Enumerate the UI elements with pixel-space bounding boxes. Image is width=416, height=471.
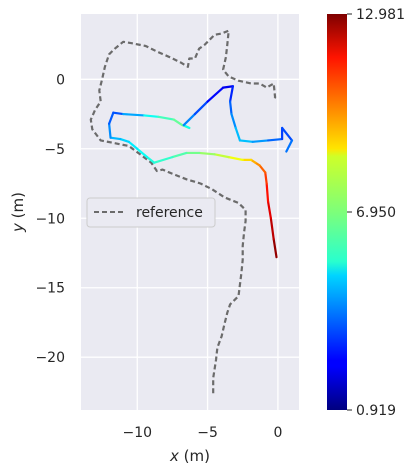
trajectory-segment: [281, 126, 294, 142]
y-tick-label: −5: [44, 142, 65, 158]
trajectory-segment: [122, 112, 146, 117]
colorbar-ticks: 12.981 6.950 0.919: [347, 7, 405, 419]
trajectory-segment: [153, 156, 174, 164]
trajectory-segment: [172, 118, 184, 127]
x-axis-label: x (m): [169, 447, 210, 465]
reference-trajectory: [89, 29, 277, 394]
colorbar-tick-label: 6.950: [356, 205, 396, 221]
colorbar-tick-label: 0.919: [356, 403, 396, 419]
trajectory-segment: [108, 122, 112, 139]
y-tick-label: 0: [56, 72, 65, 88]
x-tick-label: −10: [122, 425, 152, 441]
reference-line: [89, 29, 277, 394]
trajectory-segment: [193, 100, 209, 116]
trajectory-segment: [198, 151, 216, 156]
trajectory-segment: [119, 137, 130, 143]
trajectory-segment: [146, 156, 156, 164]
y-tick-label: −20: [35, 350, 65, 366]
trajectory-segment: [251, 139, 270, 143]
trajectory-segment: [171, 151, 188, 159]
y-tick-labels: 0 −5 −10 −15 −20: [35, 72, 65, 366]
trajectory-segment: [157, 115, 175, 121]
trajectory-segment: [264, 171, 268, 185]
trajectory-segment: [269, 217, 275, 241]
estimated-trajectory: [108, 85, 294, 259]
trajectory-segment: [221, 85, 234, 89]
trajectory-segment: [109, 136, 122, 141]
trajectory-segment: [213, 153, 230, 159]
trajectory-segment: [285, 139, 294, 153]
y-tick-label: −10: [35, 211, 65, 227]
trajectory-segment: [266, 200, 272, 220]
trajectory-segment: [108, 111, 115, 125]
colorbar: [327, 14, 347, 410]
legend: reference: [86, 197, 216, 228]
trajectory-segment: [266, 137, 284, 142]
y-axis-label: y (m): [9, 192, 27, 233]
x-tick-labels: −10 −5 0: [122, 425, 282, 441]
legend-box: [86, 197, 216, 228]
x-tick-label: −5: [197, 425, 218, 441]
trajectory-segment: [227, 156, 244, 161]
trajectory-segment: [234, 126, 242, 142]
trajectory-segment: [182, 112, 197, 127]
trajectory-segment: [258, 164, 267, 174]
legend-reference-label: reference: [136, 205, 203, 221]
trajectory-segment: [206, 86, 225, 103]
trajectory-segment: [136, 147, 149, 159]
colorbar-tick-label: 12.981: [356, 7, 405, 23]
y-tick-label: −15: [35, 281, 65, 297]
trajectory-segment: [230, 112, 237, 130]
x-tick-label: 0: [273, 425, 282, 441]
y-axis-var: y: [9, 222, 27, 233]
x-axis-var: x: [169, 447, 179, 465]
trajectory-segment: [228, 100, 233, 116]
trajectory-segment: [265, 182, 270, 203]
trajectory-segment: [143, 114, 160, 118]
trajectory-segment: [238, 139, 254, 143]
x-axis-unit: (m): [179, 447, 210, 465]
trajectory-segment: [127, 140, 139, 150]
trajectory-segment: [272, 237, 278, 259]
trajectory-segment: [112, 111, 125, 116]
y-axis-unit: (m): [9, 192, 27, 223]
trajectory-segment: [228, 85, 234, 103]
